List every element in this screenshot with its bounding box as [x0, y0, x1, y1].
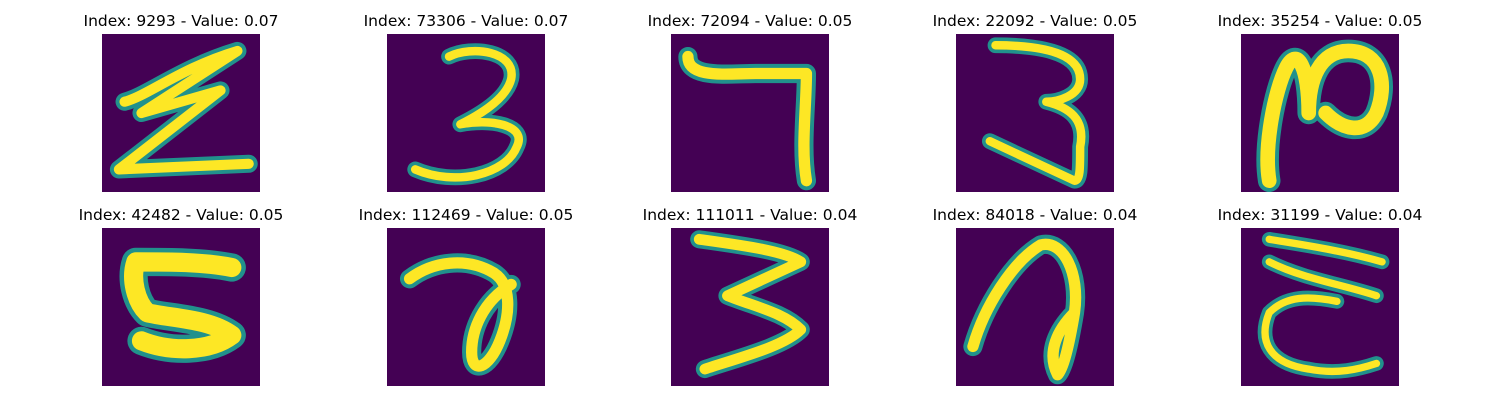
image-title: Index: 22092 - Value: 0.05: [932, 12, 1138, 30]
image-title: Index: 72094 - Value: 0.05: [647, 12, 853, 30]
digit-image: [1241, 34, 1399, 192]
digit-image: [956, 34, 1114, 192]
image-title: Index: 9293 - Value: 0.07: [83, 12, 279, 30]
image-title: Index: 112469 - Value: 0.05: [358, 206, 574, 224]
image-cell: Index: 35254 - Value: 0.05: [1218, 12, 1422, 192]
digit-image: [671, 228, 829, 386]
digit-image: [387, 34, 545, 192]
image-title: Index: 35254 - Value: 0.05: [1217, 12, 1423, 30]
digit-image: [1241, 228, 1399, 386]
image-cell: Index: 9293 - Value: 0.07: [84, 12, 278, 192]
image-title: Index: 73306 - Value: 0.07: [363, 12, 569, 30]
image-cell: Index: 22092 - Value: 0.05: [933, 12, 1137, 192]
digit-image: [387, 228, 545, 386]
image-title: Index: 84018 - Value: 0.04: [932, 206, 1138, 224]
digit-image: [102, 34, 260, 192]
image-cell: Index: 42482 - Value: 0.05: [79, 206, 283, 386]
digit-image: [102, 228, 260, 386]
digit-image: [956, 228, 1114, 386]
image-cell: Index: 72094 - Value: 0.05: [648, 12, 852, 192]
image-title: Index: 42482 - Value: 0.05: [78, 206, 284, 224]
image-title: Index: 31199 - Value: 0.04: [1217, 206, 1423, 224]
image-cell: Index: 84018 - Value: 0.04: [933, 206, 1137, 386]
digit-image: [671, 34, 829, 192]
image-cell: Index: 112469 - Value: 0.05: [359, 206, 573, 386]
image-cell: Index: 111011 - Value: 0.04: [643, 206, 857, 386]
image-title: Index: 111011 - Value: 0.04: [642, 206, 858, 224]
image-cell: Index: 31199 - Value: 0.04: [1218, 206, 1422, 386]
image-cell: Index: 73306 - Value: 0.07: [364, 12, 568, 192]
